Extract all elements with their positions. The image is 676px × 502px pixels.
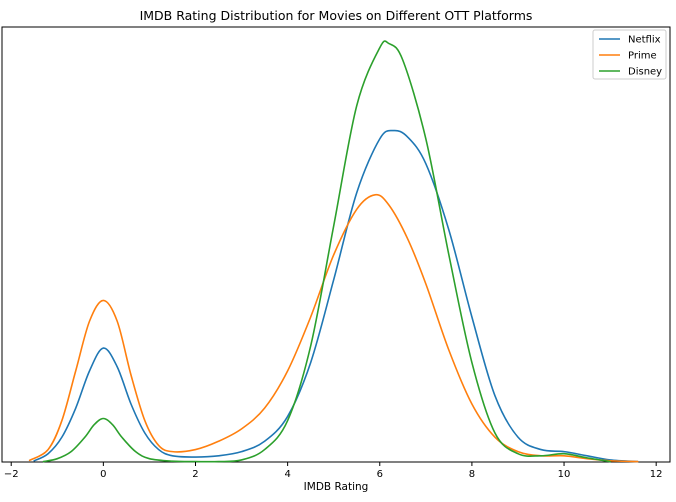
legend-box [592,29,667,80]
x-axis-label: IMDB Rating [304,481,369,493]
legend: Netflix Prime Disney [592,29,667,80]
x-tick-label: 12 [650,469,663,480]
series-line-prime [28,193,639,463]
x-tick-label: 4 [284,469,290,480]
series-line-netflix [33,129,639,463]
legend-label-netflix: Netflix [628,35,661,46]
chart-title: IMDB Rating Distribution for Movies on D… [140,8,533,23]
legend-label-prime: Prime [628,51,657,62]
x-tick-label: −2 [4,469,19,480]
x-tick-label: 6 [377,469,383,480]
legend-label-disney: Disney [628,67,662,78]
legend-items: Netflix Prime Disney [599,35,662,78]
x-tick-label: 2 [192,469,198,480]
x-tick-label: 0 [100,469,106,480]
series-line-disney [42,40,611,463]
x-tick-label: 10 [558,469,571,480]
plot-area [1,26,671,463]
x-axis: −2 0 2 4 6 8 10 12 [4,462,663,480]
series-layer [28,40,639,463]
plot-frame [1,26,671,463]
x-tick-label: 8 [469,469,475,480]
